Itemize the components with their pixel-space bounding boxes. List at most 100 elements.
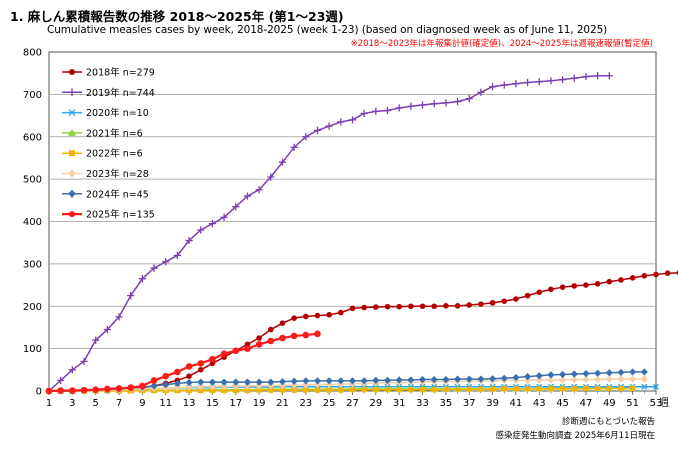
data-point	[513, 296, 519, 302]
data-point	[583, 282, 589, 288]
data-point	[348, 116, 357, 124]
legend-label: 2020年 n=10	[86, 107, 149, 119]
data-point	[595, 385, 601, 392]
data-point	[548, 386, 554, 392]
data-point	[605, 369, 613, 377]
data-point	[594, 72, 602, 80]
data-point	[291, 315, 297, 321]
legend-item: 2018年 n=279	[62, 67, 155, 79]
data-point	[372, 107, 380, 115]
data-point	[571, 283, 578, 289]
data-point	[220, 382, 228, 390]
data-point	[582, 72, 590, 81]
data-point	[208, 378, 217, 386]
data-point	[80, 357, 88, 365]
legend-label: 2018年 n=279	[86, 67, 155, 79]
x-tick-label: 7	[116, 398, 122, 409]
data-point	[454, 386, 461, 392]
data-point	[173, 251, 182, 259]
x-tick-label: 35	[440, 398, 453, 409]
data-point	[384, 303, 391, 310]
data-point	[559, 370, 567, 379]
data-point	[291, 387, 297, 393]
data-point	[443, 303, 449, 309]
data-point	[162, 258, 170, 266]
data-point	[243, 378, 252, 386]
x-tick-label: 27	[346, 398, 359, 409]
data-point	[523, 78, 532, 87]
data-point	[57, 376, 65, 385]
data-point	[408, 303, 414, 310]
x-tick-label: 51	[626, 398, 639, 409]
x-tick-label: 25	[323, 398, 336, 409]
footer-note-1: 診断週にもとづいた報告	[562, 417, 655, 427]
data-point	[69, 69, 75, 75]
data-point	[57, 387, 64, 394]
data-point	[337, 377, 345, 385]
data-point	[303, 387, 309, 393]
data-point	[68, 88, 76, 97]
data-point	[255, 382, 263, 390]
data-point	[536, 289, 543, 296]
data-point	[244, 345, 251, 352]
data-point	[419, 303, 426, 310]
data-point	[617, 375, 625, 383]
data-point	[92, 386, 99, 394]
data-point	[68, 189, 76, 198]
data-point	[583, 385, 589, 392]
data-point	[313, 126, 322, 134]
data-point	[68, 169, 76, 178]
data-point	[138, 275, 146, 283]
data-point	[104, 385, 111, 393]
data-point	[68, 109, 76, 117]
data-point	[185, 236, 193, 245]
x-tick-label: 9	[139, 398, 145, 409]
data-point	[431, 303, 438, 310]
data-point	[629, 275, 636, 281]
data-point	[629, 368, 637, 376]
data-point	[594, 280, 601, 287]
data-point	[523, 376, 532, 385]
data-point	[396, 303, 402, 310]
data-point	[465, 375, 473, 383]
data-point	[69, 387, 76, 394]
legend-label: 2022年 n=6	[86, 148, 143, 160]
data-point	[232, 378, 240, 386]
data-point	[127, 384, 135, 391]
data-point	[547, 371, 555, 379]
data-point	[314, 312, 321, 319]
data-point	[45, 387, 53, 395]
data-point	[267, 378, 275, 386]
data-point	[535, 376, 543, 384]
x-tick-label: 17	[229, 398, 242, 409]
data-point	[548, 286, 554, 293]
legend-item: 2022年 n=6	[62, 148, 143, 160]
data-point	[197, 226, 205, 234]
chart-subtitle: Cumulative measles cases by week, 2018-2…	[47, 24, 608, 36]
data-point	[197, 383, 205, 391]
data-point	[560, 386, 566, 392]
data-point	[220, 378, 228, 386]
data-point	[198, 387, 204, 394]
x-axis-unit: 週	[659, 397, 669, 409]
data-point	[372, 376, 380, 385]
legend-item: 2021年 n=6	[62, 127, 143, 139]
data-point	[524, 386, 531, 392]
data-point	[489, 386, 496, 392]
data-point	[80, 386, 88, 394]
data-point	[605, 375, 613, 383]
data-point	[430, 100, 438, 108]
data-point	[570, 74, 578, 82]
data-point	[396, 387, 402, 393]
data-point	[150, 264, 158, 272]
data-point	[523, 372, 532, 381]
data-point	[361, 387, 367, 393]
x-tick-label: 29	[369, 398, 382, 409]
x-tick-label: 43	[533, 398, 546, 409]
y-tick-label: 200	[23, 302, 42, 313]
data-point	[500, 81, 508, 89]
data-point	[221, 387, 227, 394]
data-point	[314, 330, 321, 338]
data-point	[605, 72, 613, 80]
